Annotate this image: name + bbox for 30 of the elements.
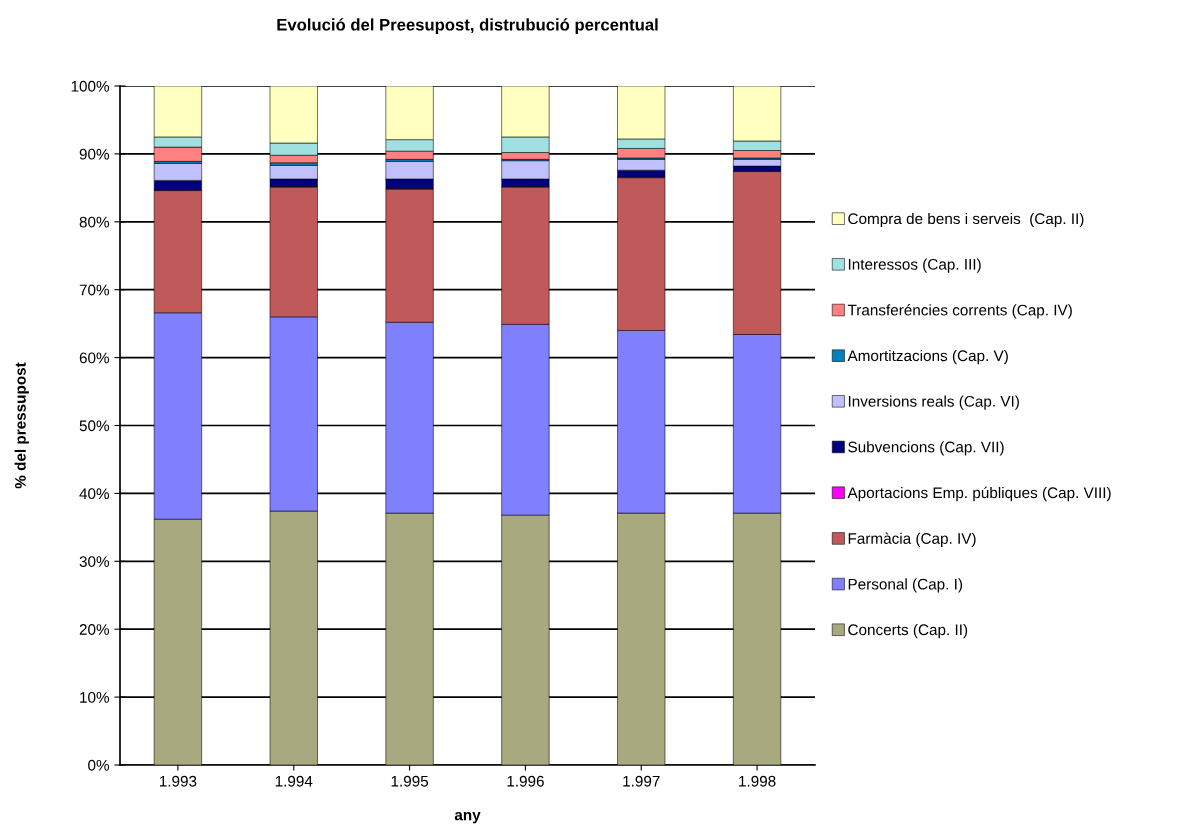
legend-label: Interessos (Cap. III)	[848, 258, 981, 273]
legend-label: Amortitzacions (Cap. V)	[847, 349, 1008, 365]
x-tick-label: 1.994	[275, 775, 313, 787]
legend-label: Concerts (Cap. II)	[848, 623, 968, 639]
legend-label: Inversions reals (Cap. VI)	[848, 395, 1019, 410]
y-tick-label: 100%	[71, 80, 110, 92]
y-tick-label: 10%	[80, 691, 110, 703]
x-tick-label: 1.995	[391, 775, 429, 787]
y-tick-label: 20%	[79, 624, 110, 635]
legend-label: Personal (Cap. I)	[848, 578, 963, 593]
y-tick-label: 90%	[79, 148, 110, 160]
x-tick-label: 1.996	[507, 775, 544, 787]
legend-label: Compra de bens i serveis (Cap. II)	[848, 212, 1084, 228]
y-tick-label: 80%	[79, 216, 110, 228]
x-axis-title: any	[454, 811, 481, 824]
legend-label: Subvencions (Cap. VII)	[848, 441, 1004, 456]
legend-label: Farmàcia (Cap. IV)	[848, 532, 976, 547]
x-tick-label: 1.997	[623, 775, 660, 787]
y-tick-label: 50%	[79, 420, 110, 432]
legend-label: Aportacions Emp. públiques (Cap. VIII)	[847, 486, 1111, 502]
y-tick-label: 70%	[79, 284, 110, 296]
x-tick-label: 1.993	[159, 775, 197, 787]
y-tick-label: 40%	[79, 488, 110, 500]
chart-title: Evolució del Preesupost, distrubució percentual	[277, 18, 658, 34]
y-axis-title: % del pressupost	[14, 362, 29, 489]
y-tick-label: 30%	[79, 556, 110, 567]
legend-label: Transferéncies corrents (Cap. IV)	[847, 304, 1072, 319]
y-tick-label: 0%	[88, 759, 110, 771]
y-tick-label: 60%	[79, 352, 110, 364]
x-tick-label: 1.998	[739, 775, 776, 787]
